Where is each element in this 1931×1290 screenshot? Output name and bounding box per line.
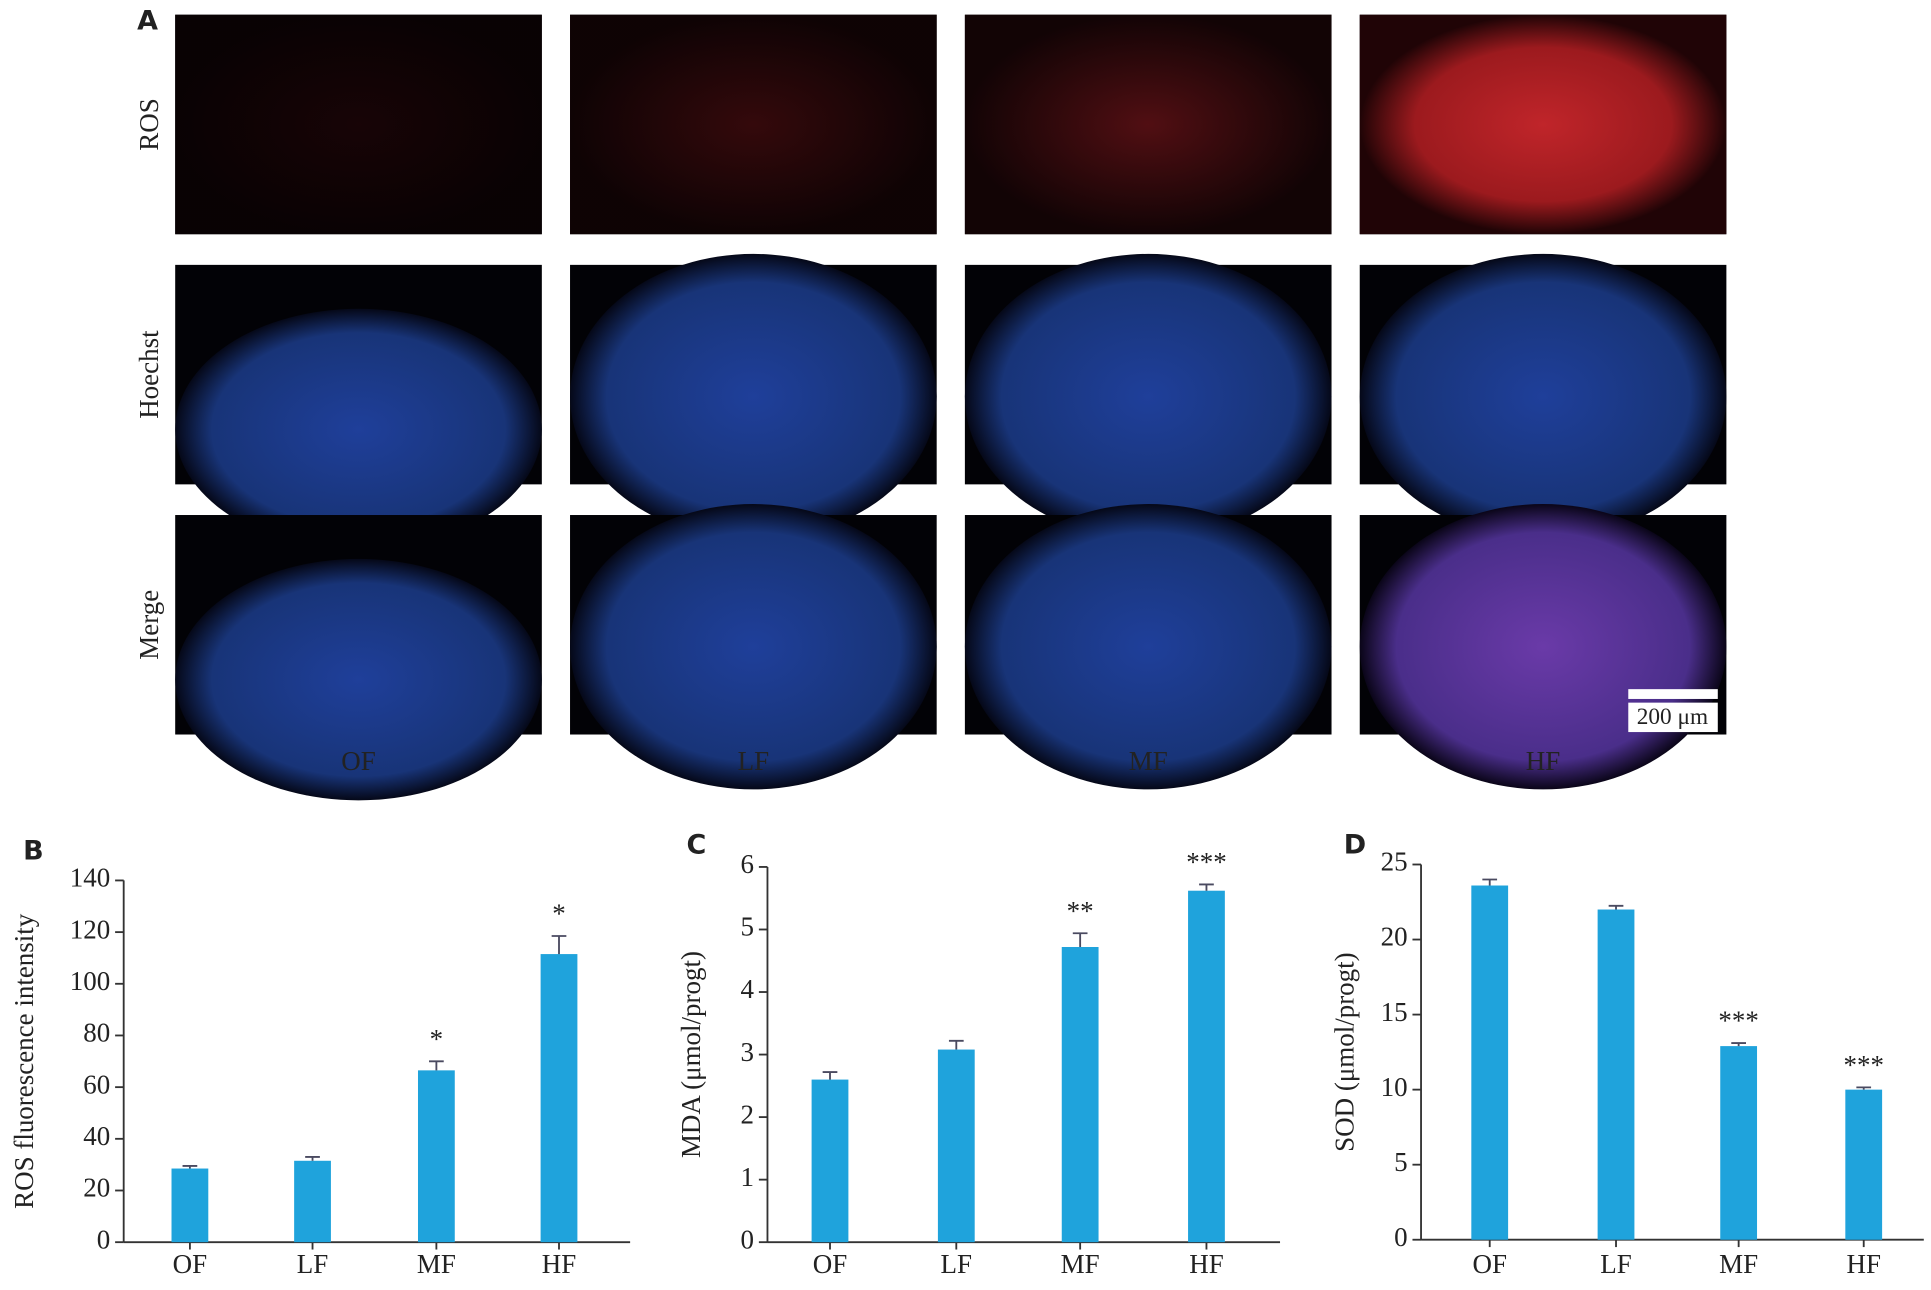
- x-tick-label: HF: [542, 1249, 576, 1279]
- significance: *: [552, 899, 565, 929]
- bar: [811, 1079, 849, 1243]
- row-label: Merge: [134, 590, 164, 660]
- micrograph-signal: [1359, 14, 1727, 235]
- y-tick-label: 10: [1381, 1072, 1408, 1102]
- y-tick-label: 80: [83, 1018, 110, 1048]
- y-tick-label: 100: [70, 966, 110, 996]
- significance: ***: [1718, 1006, 1758, 1036]
- scale-bar-bg: [1628, 702, 1718, 733]
- scale-bar-label: 200 μm: [1637, 704, 1708, 730]
- y-tick-label: 0: [97, 1224, 110, 1254]
- error-bar: [822, 1071, 838, 1080]
- y-tick-label: 20: [83, 1173, 110, 1203]
- x-tick-label: LF: [297, 1249, 328, 1279]
- y-axis-label: ROS fluorescence intensity: [9, 913, 39, 1209]
- tissue: [964, 253, 1332, 540]
- tissue: [175, 558, 542, 801]
- tissue: [964, 504, 1332, 790]
- y-tick-label: 0: [1394, 1222, 1407, 1252]
- significance: **: [1067, 896, 1094, 926]
- panel-label: C: [687, 830, 707, 861]
- x-tick-label: HF: [1846, 1249, 1880, 1279]
- y-tick-label: 2: [740, 1099, 753, 1129]
- scale-bar: [1628, 689, 1718, 699]
- y-tick-label: 20: [1381, 922, 1408, 952]
- y-tick-label: 4: [740, 974, 754, 1004]
- x-tick-label: LF: [941, 1249, 972, 1279]
- error-bar: [182, 1165, 198, 1169]
- y-tick-label: 0: [740, 1224, 753, 1254]
- column-label: HF: [1526, 746, 1560, 776]
- x-tick-label: OF: [1472, 1249, 1506, 1279]
- y-tick-label: 140: [70, 863, 110, 893]
- error-bar: [1856, 1086, 1872, 1090]
- y-tick-label: 15: [1381, 997, 1408, 1027]
- tissue: [1359, 253, 1727, 540]
- x-tick-label: MF: [417, 1249, 456, 1279]
- bar: [1471, 885, 1509, 1240]
- y-tick-label: 60: [83, 1069, 110, 1099]
- error-bar: [429, 1060, 444, 1071]
- tissue: [570, 504, 937, 790]
- significance: ***: [1186, 847, 1226, 877]
- x-tick-label: LF: [1600, 1249, 1631, 1279]
- tissue: [175, 308, 542, 551]
- bar: [540, 954, 578, 1243]
- panel-label: D: [1344, 830, 1366, 861]
- error-bar: [1072, 932, 1088, 947]
- error-bar: [948, 1039, 964, 1050]
- x-tick-label: OF: [813, 1249, 847, 1279]
- error-bar: [1482, 878, 1498, 886]
- x-tick-label: MF: [1061, 1249, 1100, 1279]
- bar: [1845, 1089, 1883, 1240]
- y-tick-label: 1: [740, 1162, 753, 1192]
- bar: [171, 1168, 209, 1243]
- error-bar: [1608, 904, 1624, 910]
- micrograph-signal: [964, 14, 1332, 235]
- error-bar: [1731, 1042, 1746, 1047]
- y-tick-label: 120: [70, 914, 110, 944]
- row-label: ROS: [134, 98, 164, 150]
- bar: [937, 1049, 975, 1243]
- y-axis-label: SOD (μmol/progt): [1330, 952, 1360, 1151]
- x-tick-label: MF: [1719, 1249, 1758, 1279]
- row-label: Hoechst: [134, 330, 164, 419]
- error-bar: [305, 1155, 320, 1161]
- column-label: OF: [341, 746, 375, 776]
- micrograph-signal: [175, 14, 542, 235]
- x-tick-label: HF: [1189, 1249, 1223, 1279]
- bar: [1720, 1046, 1758, 1240]
- y-tick-label: 6: [740, 849, 753, 879]
- column-label: MF: [1129, 746, 1168, 776]
- y-tick-label: 40: [83, 1121, 110, 1151]
- panel-label: A: [137, 6, 158, 37]
- panel-label: B: [23, 836, 44, 867]
- bar: [1061, 946, 1099, 1243]
- bar: [1597, 909, 1635, 1240]
- bar: [294, 1160, 331, 1243]
- significance: ***: [1843, 1050, 1883, 1080]
- x-tick-label: OF: [173, 1249, 207, 1279]
- error-bar: [551, 935, 567, 955]
- error-bar: [1199, 883, 1214, 891]
- y-tick-label: 5: [740, 912, 753, 942]
- y-axis-label: MDA (μmol/progt): [676, 951, 706, 1158]
- y-tick-label: 3: [740, 1037, 753, 1067]
- column-label: LF: [738, 746, 769, 776]
- micrograph-signal: [570, 14, 937, 235]
- bar: [417, 1070, 455, 1243]
- y-tick-label: 25: [1381, 847, 1408, 877]
- significance: *: [430, 1024, 443, 1054]
- bar: [1188, 890, 1225, 1243]
- tissue: [570, 253, 937, 540]
- y-tick-label: 5: [1394, 1147, 1407, 1177]
